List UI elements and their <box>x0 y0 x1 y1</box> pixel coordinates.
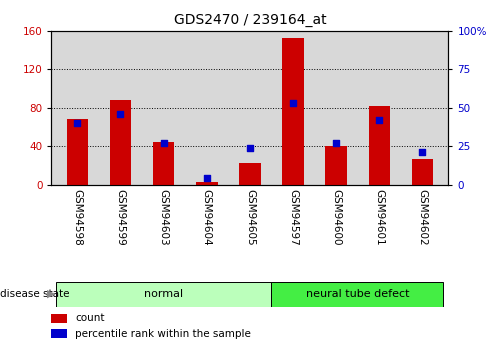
FancyBboxPatch shape <box>271 282 443 306</box>
Bar <box>196 182 218 185</box>
Bar <box>239 164 261 185</box>
Text: count: count <box>75 313 105 323</box>
Bar <box>51 329 67 338</box>
Text: ▶: ▶ <box>47 289 55 299</box>
Bar <box>110 100 131 185</box>
Bar <box>282 38 304 185</box>
Bar <box>153 142 174 185</box>
FancyBboxPatch shape <box>56 282 270 306</box>
Bar <box>325 146 347 185</box>
Title: GDS2470 / 239164_at: GDS2470 / 239164_at <box>173 13 326 27</box>
Text: disease state: disease state <box>0 289 70 299</box>
Point <box>117 111 124 117</box>
Bar <box>67 119 88 185</box>
Point <box>375 117 383 123</box>
Bar <box>51 314 67 323</box>
Point <box>418 150 426 155</box>
Point <box>160 140 168 146</box>
Text: neural tube defect: neural tube defect <box>306 289 410 299</box>
Point <box>332 140 340 146</box>
Point <box>246 145 254 150</box>
Text: normal: normal <box>144 289 183 299</box>
Point <box>74 120 81 126</box>
Bar <box>412 159 433 185</box>
Bar <box>368 106 390 185</box>
Point <box>289 100 297 106</box>
Point <box>203 176 211 181</box>
Text: percentile rank within the sample: percentile rank within the sample <box>75 329 251 339</box>
